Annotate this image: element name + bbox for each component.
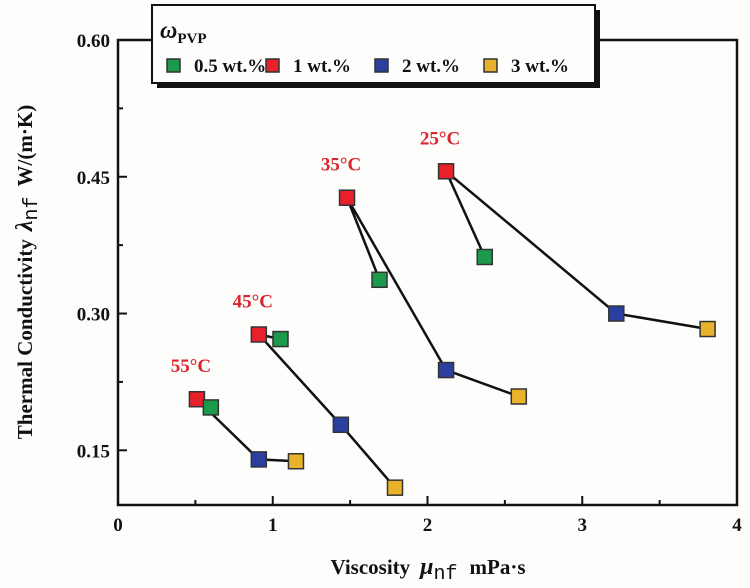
legend-label: 3 wt.% (511, 56, 569, 77)
connector-line (445, 170, 618, 315)
x-tick-label: 0 (113, 515, 123, 536)
y-axis-label: Thermal ConductivityλnfW/(m·K) (12, 105, 44, 439)
connector-line (616, 312, 708, 331)
connector-line (257, 333, 342, 426)
plot-frame (116, 38, 739, 507)
temperature-label: 35°C (321, 155, 361, 176)
legend: ωPVP 0.5 wt.% 1 wt.% 2 wt.% 3 wt.% (151, 4, 600, 88)
legend-title: ωPVP (160, 18, 207, 47)
data-point (188, 390, 206, 408)
temperature-label: 55°C (171, 356, 211, 377)
connector-line (339, 423, 396, 489)
x-tick-label: 1 (268, 515, 278, 536)
temperature-label: 25°C (420, 128, 460, 149)
connector-line (345, 197, 448, 371)
data-point (332, 416, 350, 434)
x-tick-label: 2 (423, 515, 433, 536)
legend-swatch (374, 58, 389, 73)
data-point (250, 451, 268, 468)
legend-box (151, 4, 596, 84)
legend-swatch (483, 58, 498, 73)
data-point (371, 271, 388, 289)
y-tick-label: 0.15 (77, 441, 110, 462)
legend-label: 1 wt.% (293, 56, 351, 77)
data-point (510, 388, 528, 405)
legend-swatch (265, 58, 280, 73)
legend-title-sub: PVP (177, 31, 206, 47)
connector-line (444, 170, 486, 258)
data-point (699, 320, 716, 338)
x-axis-label: Viscosity μnf mPa·s (330, 554, 525, 586)
legend-label: 0.5 wt.% (194, 56, 266, 77)
connector-line (445, 368, 520, 398)
data-point (386, 479, 404, 496)
data-point (272, 330, 289, 348)
y-tick-label: 0.30 (77, 305, 110, 326)
data-point (338, 189, 356, 206)
x-tick-label: 4 (732, 515, 742, 536)
data-point (437, 163, 455, 180)
y-tick-label: 0.45 (77, 168, 110, 189)
legend-swatch (166, 58, 181, 73)
x-tick-label: 3 (578, 515, 588, 536)
data-point (608, 305, 625, 322)
data-point (202, 399, 220, 416)
data-point (287, 452, 305, 470)
legend-label: 2 wt.% (402, 56, 460, 77)
data-point (437, 361, 455, 379)
temperature-label: 45°C (233, 292, 273, 313)
y-tick-label: 0.60 (77, 31, 110, 52)
legend-title-symbol: ω (160, 18, 177, 44)
connector-line (345, 197, 381, 281)
data-point (250, 326, 268, 343)
data-point (476, 248, 494, 266)
